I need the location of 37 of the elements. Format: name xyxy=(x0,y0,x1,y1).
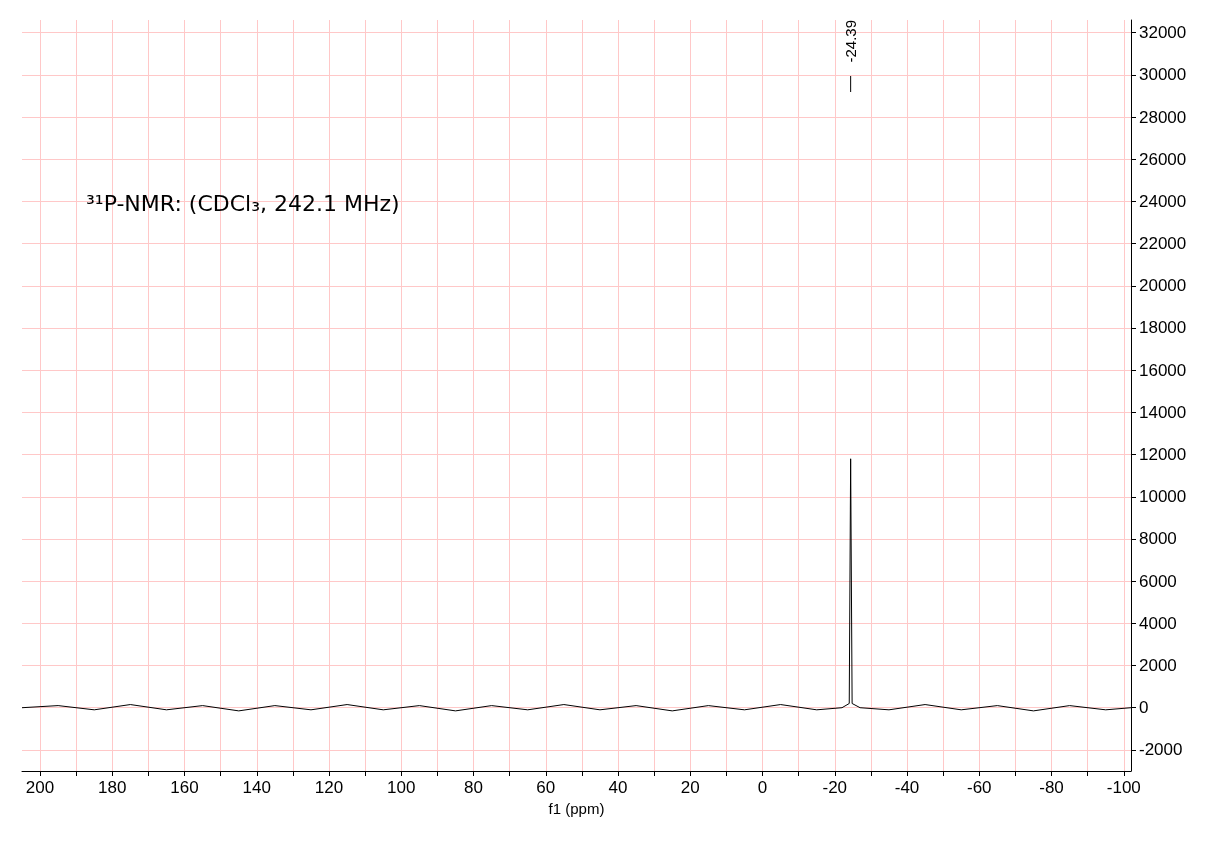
y-tick-label: 16000 xyxy=(1139,360,1187,380)
x-tick-label: 180 xyxy=(98,778,127,797)
x-tick-label: -40 xyxy=(894,778,920,797)
annotation: -24.39 xyxy=(842,20,860,63)
x-tick-label: 160 xyxy=(170,778,199,797)
y-tick-label: 24000 xyxy=(1139,191,1187,211)
y-tick-label: 10000 xyxy=(1139,487,1187,507)
x-tick-label: -80 xyxy=(1039,778,1064,797)
annotation: ³¹P-NMR: (CDCl₃, 242.1 MHz) xyxy=(86,190,400,216)
y-tick-label: 6000 xyxy=(1139,571,1177,591)
x-tick-label: -60 xyxy=(966,778,992,797)
y-tick-label: 26000 xyxy=(1139,149,1187,169)
x-tick-label: 140 xyxy=(242,778,271,797)
y-tick-label: 20000 xyxy=(1139,276,1187,296)
x-tick-label: 120 xyxy=(314,778,344,797)
x-tick-label: 20 xyxy=(680,778,700,797)
y-tick-label: 18000 xyxy=(1139,318,1187,338)
y-tick-label: 28000 xyxy=(1139,107,1187,127)
y-tick-label: 8000 xyxy=(1139,529,1177,549)
y-tick-label: 0 xyxy=(1139,698,1149,718)
x-tick-label: 60 xyxy=(536,778,556,797)
x-tick-label: -20 xyxy=(822,778,848,797)
x-tick-label: 80 xyxy=(464,778,484,797)
y-tick-label: 30000 xyxy=(1139,65,1187,85)
y-tick-label: 12000 xyxy=(1139,445,1187,465)
y-tick-label: 14000 xyxy=(1139,402,1187,422)
x-tick-label: 0 xyxy=(757,778,768,797)
x-tick-label: 200 xyxy=(25,778,55,797)
y-tick-label: 32000 xyxy=(1139,23,1187,43)
x-tick-label: 100 xyxy=(387,778,416,797)
y-tick-label: 22000 xyxy=(1139,234,1187,254)
y-tick-label: 2000 xyxy=(1139,656,1177,676)
x-tick-label: 40 xyxy=(608,778,628,797)
y-tick-label: 4000 xyxy=(1139,613,1177,633)
y-tick-label: -2000 xyxy=(1139,740,1183,760)
x-axis-title: f1 (ppm) xyxy=(548,799,605,817)
x-tick-label: -100 xyxy=(1106,778,1141,797)
